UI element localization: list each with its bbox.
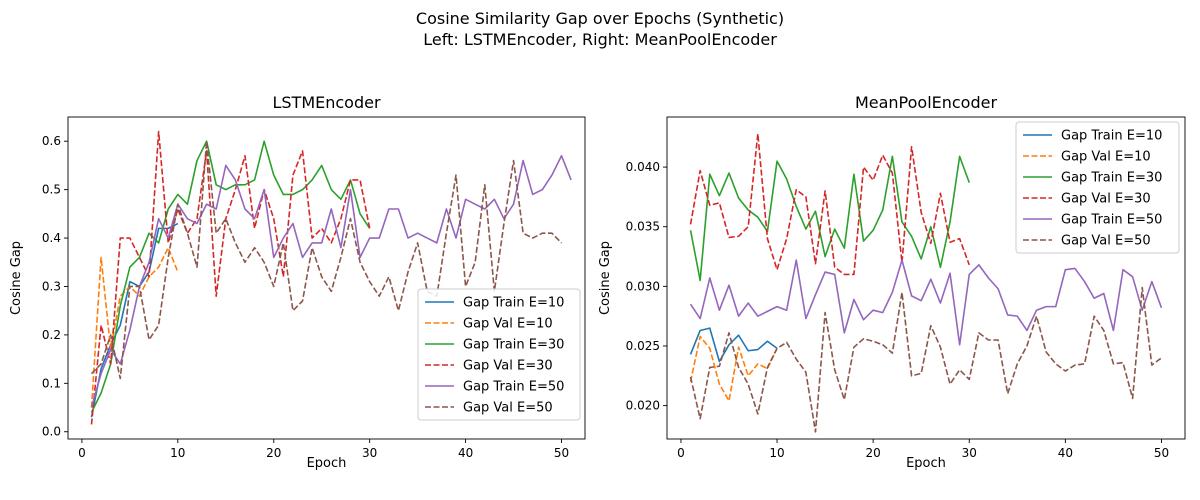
- y-tick-label: 0.030: [626, 279, 660, 293]
- series-line-5: [689, 286, 1162, 433]
- series-line-4: [689, 259, 1163, 346]
- series-line-1: [90, 246, 179, 408]
- legend-label: Gap Val E=10: [1061, 150, 1151, 165]
- figure-title-line-2: Left: LSTMEncoder, Right: MeanPoolEncode…: [423, 30, 777, 49]
- x-tick-label: 50: [554, 446, 569, 460]
- x-tick-label: 20: [866, 446, 881, 460]
- y-axis-label: Cosine Gap: [9, 241, 24, 315]
- x-tick-label: 30: [362, 446, 377, 460]
- x-tick-label: 40: [458, 446, 473, 460]
- axes-frame: [666, 116, 1186, 440]
- y-tick-label: 0.020: [626, 399, 660, 413]
- x-tick-label: 0: [677, 446, 685, 460]
- legend-box: [417, 288, 581, 421]
- panel-title: LSTMEncoder: [272, 93, 380, 112]
- series-line-0: [689, 327, 778, 363]
- legend-label: Gap Train E=10: [463, 296, 564, 311]
- figure-title-line-1: Cosine Similarity Gap over Epochs (Synth…: [416, 9, 784, 28]
- y-tick-label: 0.5: [42, 183, 61, 197]
- legend-label: Gap Train E=50: [1061, 213, 1162, 228]
- axes-frame: [67, 116, 586, 440]
- legend-label: Gap Val E=50: [1061, 234, 1151, 249]
- y-tick-label: 0.4: [42, 231, 61, 245]
- y-tick-label: 0.3: [42, 279, 61, 293]
- series-line-5: [90, 140, 563, 380]
- legend-label: Gap Val E=50: [463, 401, 553, 416]
- legend-label: Gap Train E=50: [463, 380, 564, 395]
- series-line-2: [689, 155, 971, 282]
- y-tick-label: 0.025: [626, 339, 660, 353]
- x-tick-label: 0: [78, 446, 86, 460]
- y-tick-label: 0.0: [42, 425, 61, 439]
- x-tick-label: 20: [266, 446, 281, 460]
- legend: Gap Train E=10 Gap Val E=10 Gap Train E=30…: [1015, 121, 1180, 254]
- y-tick-label: 0.040: [626, 160, 660, 174]
- meanpool-encoder-panel: MeanPoolEncoder 0 10 20 30 40 50 0.020 0.025 0.03…: [598, 93, 1186, 471]
- series-lines: [689, 132, 1163, 433]
- series-line-1: [689, 335, 778, 402]
- y-tick-label: 0.2: [42, 328, 61, 342]
- legend-label: Gap Val E=30: [463, 359, 553, 374]
- x-tick-label: 10: [769, 446, 784, 460]
- y-tick-label: 0.1: [42, 376, 61, 390]
- series-line-3: [90, 130, 371, 425]
- series-lines: [90, 130, 572, 425]
- x-tick-label: 30: [962, 446, 977, 460]
- series-line-4: [90, 154, 572, 408]
- legend-label: Gap Val E=30: [1061, 192, 1151, 207]
- legend-label: Gap Train E=30: [1061, 171, 1162, 186]
- y-tick-label: 0.035: [626, 220, 660, 234]
- x-axis-label: Epoch: [307, 456, 347, 471]
- x-axis-label: Epoch: [906, 456, 946, 471]
- x-tick-label: 40: [1058, 446, 1073, 460]
- legend: Gap Train E=10 Gap Val E=10 Gap Train E=30…: [417, 288, 581, 421]
- x-tick-label: 10: [170, 446, 185, 460]
- series-line-0: [90, 222, 179, 418]
- x-tick-label: 50: [1154, 446, 1169, 460]
- y-axis-label: Cosine Gap: [598, 241, 613, 315]
- y-tick-label: 0.6: [42, 134, 61, 148]
- series-line-3: [689, 132, 971, 276]
- legend-label: Gap Train E=10: [1061, 129, 1162, 144]
- legend-label: Gap Train E=30: [463, 338, 564, 353]
- series-line-2: [90, 140, 371, 413]
- legend-box: [1015, 121, 1180, 254]
- lstm-encoder-panel: LSTMEncoder 0 10 20 30 40 50 0.0 0.1 0.2 0.3 0.4 0.5…: [9, 93, 586, 471]
- legend-label: Gap Val E=10: [463, 317, 553, 332]
- panel-title: MeanPoolEncoder: [855, 93, 998, 112]
